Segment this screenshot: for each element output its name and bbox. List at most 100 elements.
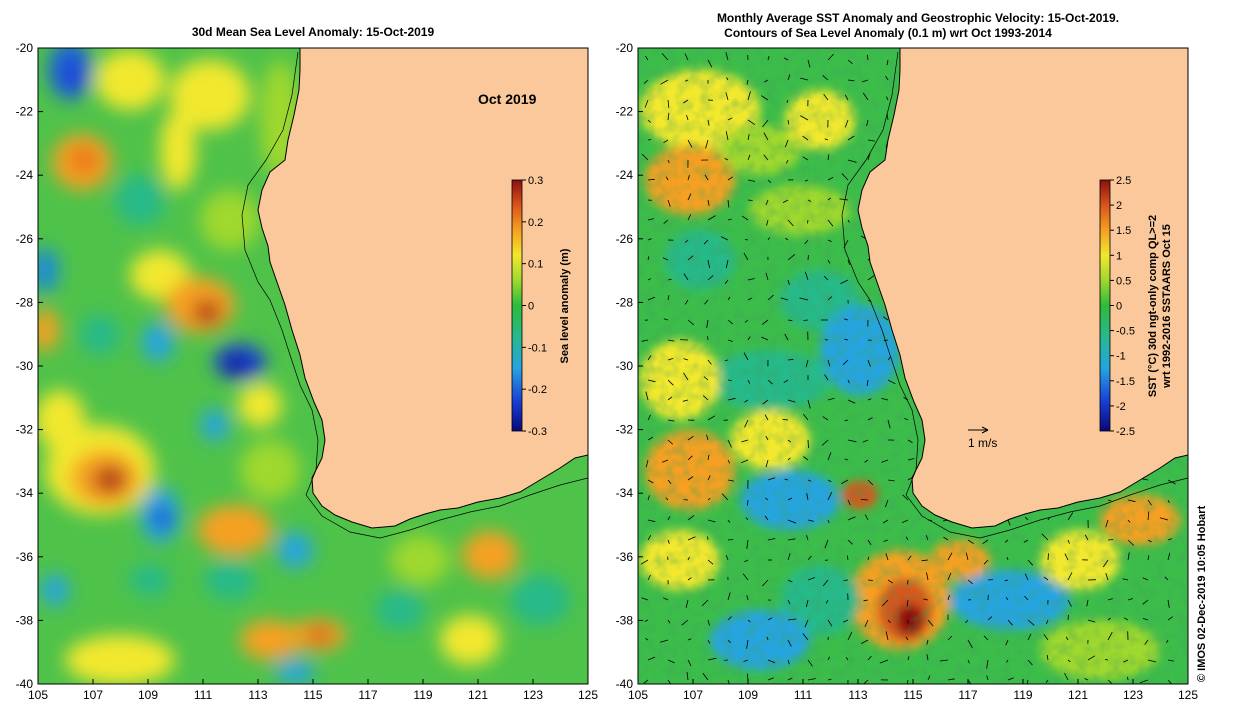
velocity-arrow xyxy=(860,499,869,501)
velocity-arrow xyxy=(927,619,934,627)
velocity-scale: 1 m/s xyxy=(968,426,997,450)
y-tick-label: -34 xyxy=(616,486,634,500)
y-tick-label: -40 xyxy=(16,677,34,691)
velocity-arrow xyxy=(667,295,670,301)
velocity-arrow xyxy=(667,339,675,342)
velocity-arrow xyxy=(1024,573,1029,581)
velocity-arrow xyxy=(867,275,875,281)
velocity-arrow xyxy=(807,577,816,581)
velocity-arrow xyxy=(744,319,749,323)
velocity-arrow xyxy=(667,439,673,445)
velocity-arrow xyxy=(787,659,790,665)
colorbar-tick-label: -2.5 xyxy=(1116,426,1135,438)
right-title-line2: Contours of Sea Level Anomaly (0.1 m) wr… xyxy=(724,26,1052,40)
velocity-arrow xyxy=(923,598,929,601)
velocity-arrow xyxy=(905,636,909,641)
velocity-arrow xyxy=(847,259,851,265)
velocity-arrow xyxy=(744,399,749,403)
velocity-arrow xyxy=(867,359,871,367)
velocity-arrow xyxy=(667,396,673,401)
velocity-arrow xyxy=(806,535,809,541)
velocity-arrow xyxy=(807,59,811,68)
velocity-arrow xyxy=(803,413,809,421)
velocity-arrow xyxy=(1027,659,1033,666)
velocity-arrow xyxy=(787,457,791,461)
velocity-arrow xyxy=(681,619,689,626)
velocity-arrow xyxy=(867,417,873,421)
velocity-arrow xyxy=(1127,519,1131,523)
x-tick-label: 123 xyxy=(523,688,543,702)
x-tick-label: 125 xyxy=(1178,688,1198,702)
velocity-arrow xyxy=(707,275,714,281)
velocity-arrow xyxy=(767,237,771,241)
shelf-contour xyxy=(241,51,588,539)
y-tick-label: -32 xyxy=(16,423,34,437)
velocity-arrow xyxy=(787,639,792,647)
velocity-arrow xyxy=(807,439,809,449)
velocity-arrow xyxy=(767,659,776,664)
velocity-arrow xyxy=(807,399,811,409)
velocity-arrow xyxy=(761,319,769,325)
velocity-arrow xyxy=(787,319,793,322)
velocity-arrow xyxy=(807,659,813,667)
velocity-arrow xyxy=(647,178,655,181)
velocity-arrow xyxy=(1164,576,1169,581)
velocity-arrow xyxy=(747,134,750,141)
velocity-arrow xyxy=(645,459,649,468)
velocity-arrow xyxy=(767,379,773,385)
velocity-arrow xyxy=(743,352,749,361)
velocity-arrow xyxy=(827,519,830,524)
velocity-arrow xyxy=(843,318,849,321)
velocity-arrow xyxy=(687,659,692,667)
velocity-arrow xyxy=(784,333,789,341)
x-tick-label: 107 xyxy=(83,688,103,702)
velocity-arrow xyxy=(667,419,675,422)
velocity-arrow xyxy=(645,638,649,641)
velocity-arrow xyxy=(881,398,889,401)
velocity-arrow xyxy=(827,479,832,483)
velocity-arrow xyxy=(863,599,869,602)
y-tick-label: -28 xyxy=(616,295,634,309)
velocity-arrow xyxy=(744,419,749,428)
velocity-arrow xyxy=(762,399,769,405)
velocity-arrow xyxy=(986,675,989,681)
velocity-arrow xyxy=(1167,538,1172,541)
velocity-arrow xyxy=(782,418,789,421)
velocity-arrow xyxy=(727,319,733,325)
velocity-arrow xyxy=(824,138,829,141)
left-month-label: Oct 2019 xyxy=(478,91,537,107)
velocity-arrow xyxy=(1105,572,1109,581)
y-tick-label: -24 xyxy=(616,168,634,182)
velocity-arrow xyxy=(939,659,949,662)
velocity-arrow xyxy=(847,379,850,384)
velocity-arrow xyxy=(747,179,755,182)
y-tick-label: -38 xyxy=(616,613,634,627)
velocity-arrow xyxy=(640,559,649,565)
velocity-arrow xyxy=(1123,659,1129,663)
velocity-arrow xyxy=(662,597,669,601)
velocity-arrow xyxy=(686,114,689,121)
velocity-arrow xyxy=(744,239,749,241)
velocity-arrow xyxy=(847,555,849,561)
velocity-arrow xyxy=(1043,634,1049,641)
velocity-arrow xyxy=(727,639,731,644)
velocity-arrow xyxy=(762,579,769,587)
velocity-arrow xyxy=(641,597,649,601)
velocity-arrow xyxy=(707,119,710,126)
velocity-arrow xyxy=(827,219,834,227)
velocity-arrow xyxy=(862,79,869,83)
velocity-arrow xyxy=(1087,619,1096,623)
velocity-arrow xyxy=(886,59,889,66)
velocity-arrow xyxy=(1167,659,1174,662)
x-tick-label: 105 xyxy=(628,688,648,702)
velocity-arrow xyxy=(766,636,769,641)
right-colorbar-label-line1: SST (°C) 30d ngt-only comp QL>=2 xyxy=(1147,215,1159,397)
velocity-arrow xyxy=(644,619,649,622)
velocity-arrow xyxy=(847,539,853,545)
velocity-arrow xyxy=(684,299,689,305)
velocity-arrow xyxy=(786,99,789,103)
velocity-arrow xyxy=(885,631,889,641)
velocity-arrow xyxy=(647,574,651,581)
velocity-arrow xyxy=(1142,618,1149,621)
velocity-arrow xyxy=(667,659,675,664)
